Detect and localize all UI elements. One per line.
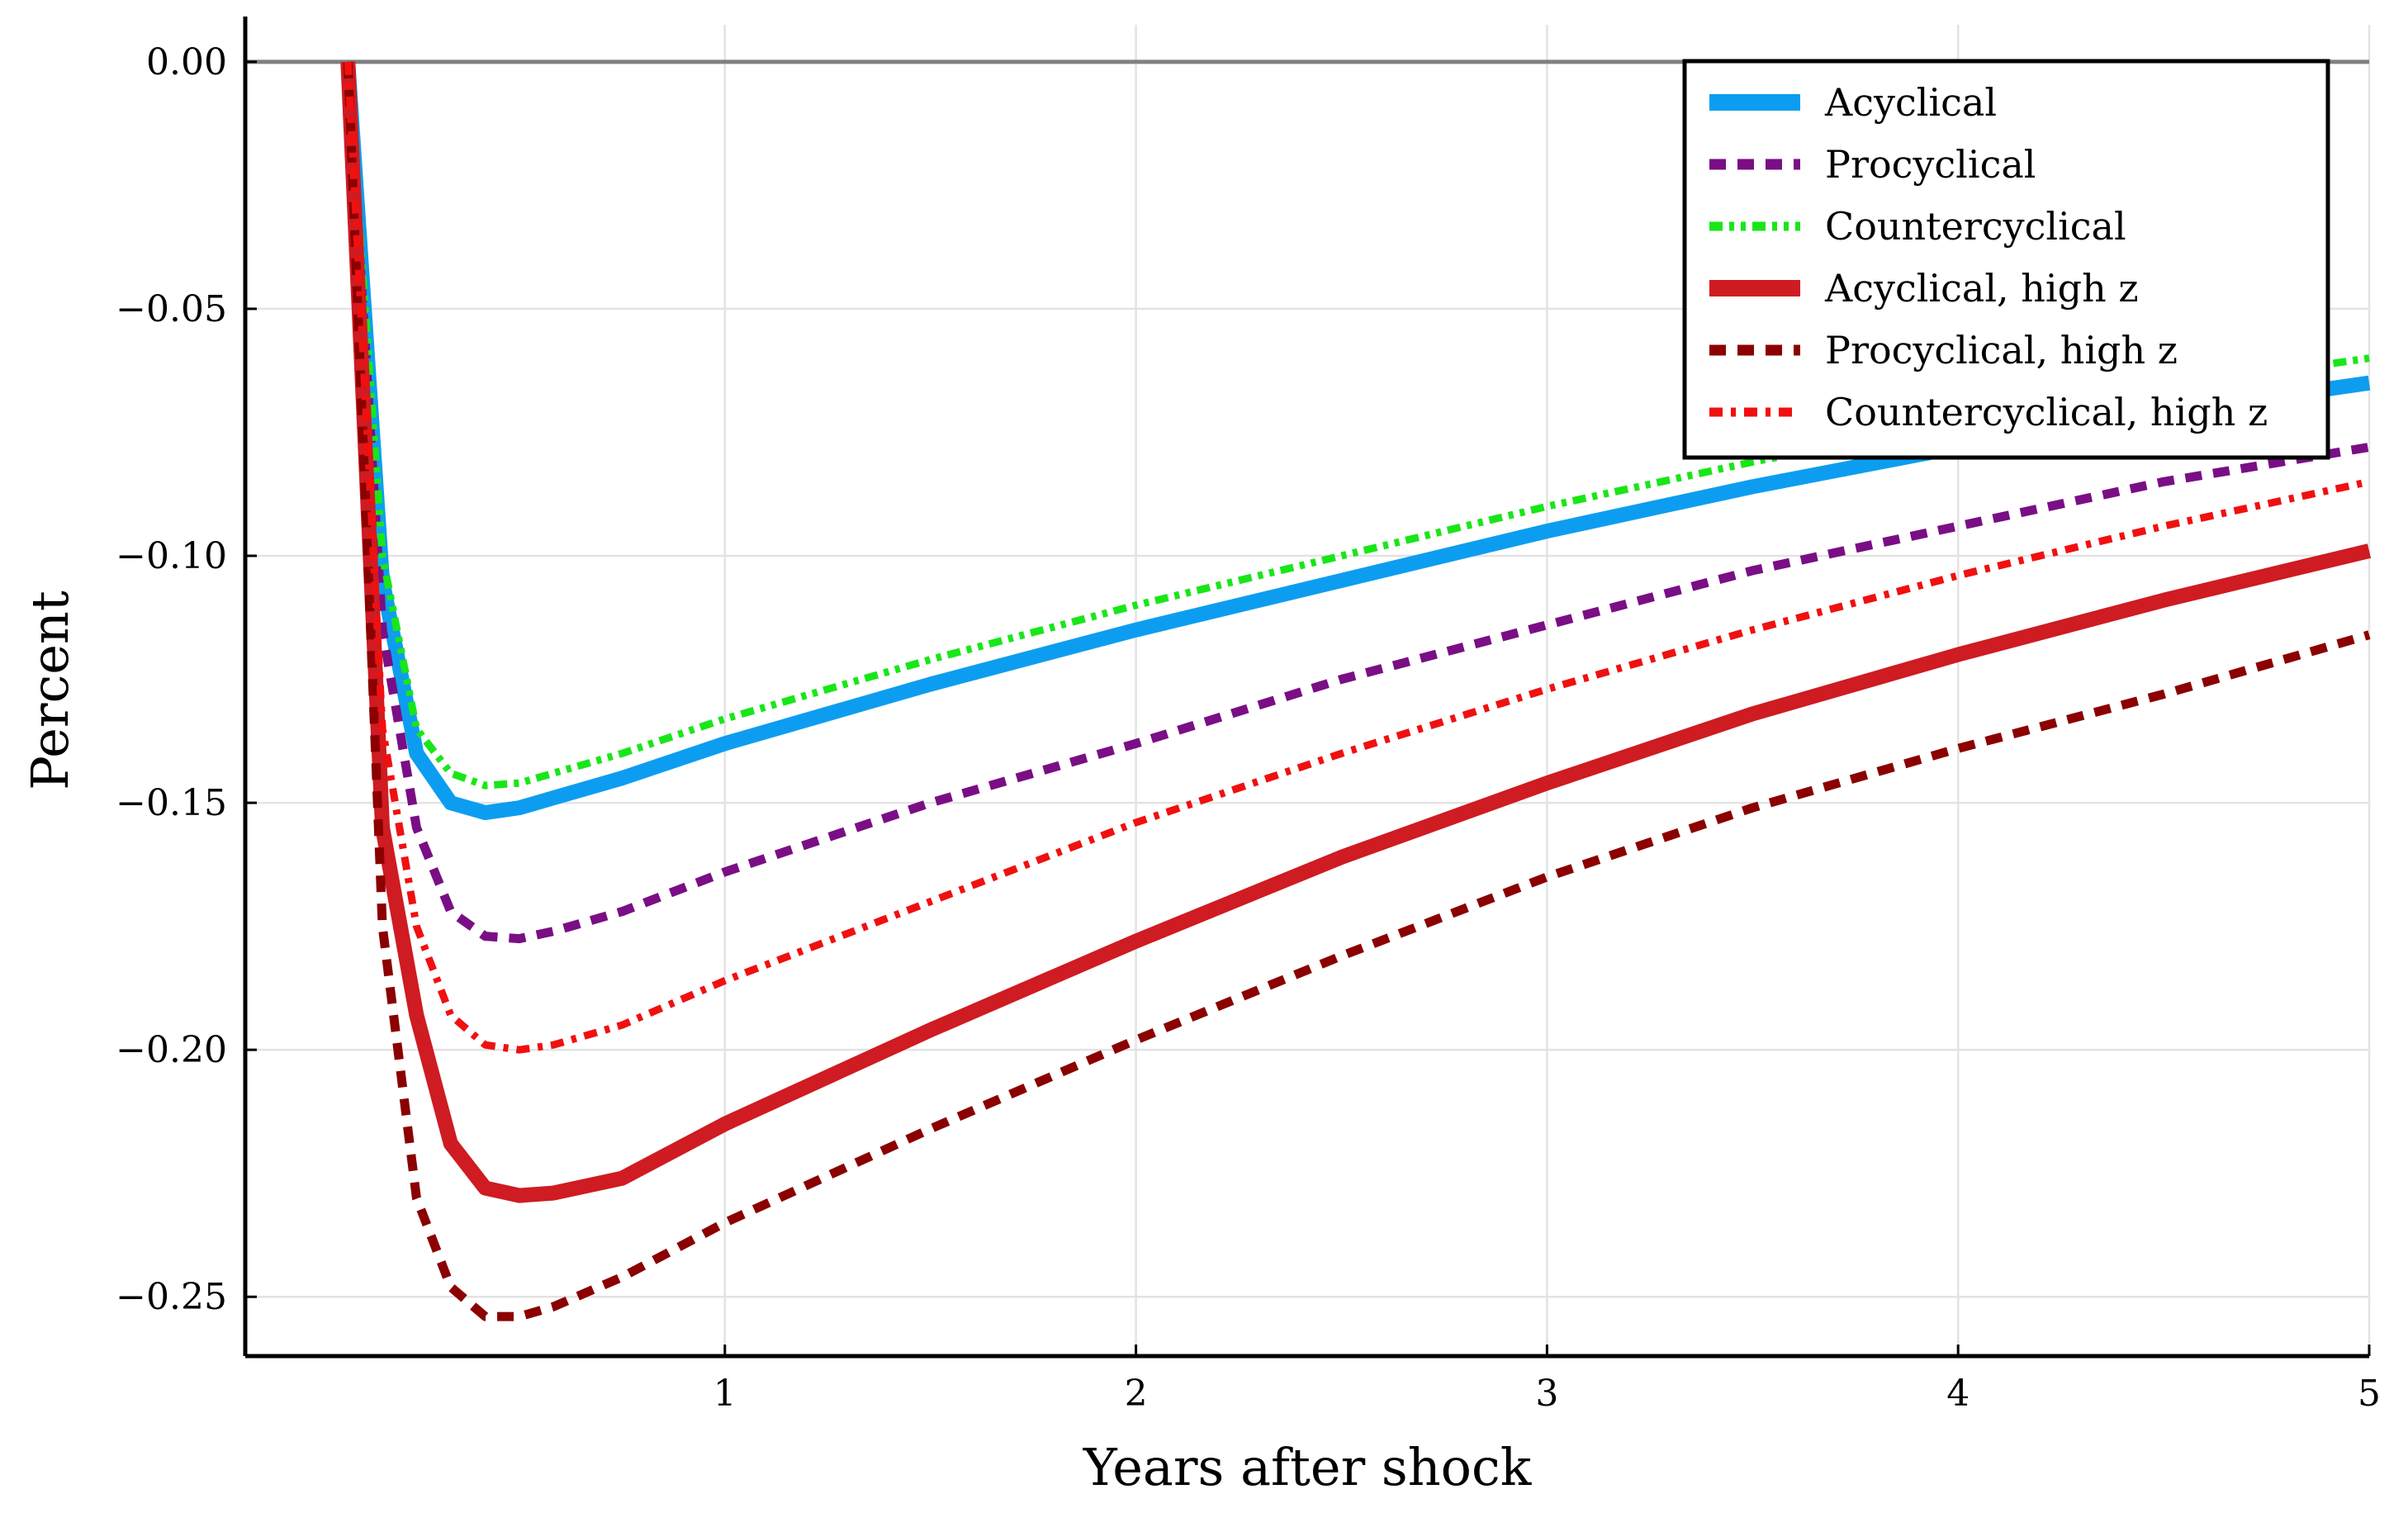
legend-label: Countercyclical, high z bbox=[1825, 390, 2268, 434]
series-line-1 bbox=[340, 61, 2371, 820]
axes bbox=[243, 17, 2371, 1359]
y-tick-label: −0.10 bbox=[116, 535, 227, 577]
legend-label: Countercyclical bbox=[1825, 204, 2126, 249]
x-axis-title: Years after shock bbox=[1083, 1437, 1532, 1497]
x-tick-label: 1 bbox=[713, 1373, 737, 1415]
x-tick-label: 3 bbox=[1535, 1373, 1558, 1415]
y-tick-label: −0.05 bbox=[116, 288, 227, 330]
legend-label: Acyclical, high z bbox=[1824, 266, 2139, 311]
y-tick-label: 0.00 bbox=[146, 41, 227, 83]
y-axis-title: Percent bbox=[20, 590, 80, 790]
grid bbox=[245, 25, 2371, 1356]
x-tick-label: 5 bbox=[2358, 1373, 2381, 1415]
tick-labels: 1 2 3 4 5 0.00 −0.05 −0.10 −0.15 −0.20 −0.25 bbox=[116, 41, 2381, 1415]
legend-label: Procyclical bbox=[1825, 142, 2036, 187]
x-tick-label: 2 bbox=[1125, 1373, 1148, 1415]
legend-label: Acyclical bbox=[1824, 80, 1997, 125]
legend-box bbox=[1682, 59, 2330, 460]
series-lines bbox=[340, 61, 2372, 1321]
series-line-4 bbox=[340, 61, 2372, 1203]
series-line-2 bbox=[343, 61, 2370, 944]
y-tick-label: −0.15 bbox=[116, 782, 227, 824]
legend-label: Procyclical, high z bbox=[1825, 328, 2178, 372]
x-tick-label: 4 bbox=[1946, 1373, 1970, 1415]
legend: Acyclical Procyclical Countercyclical Acycl… bbox=[1682, 59, 2330, 460]
series-line-3 bbox=[344, 61, 2370, 790]
y-tick-label: −0.20 bbox=[116, 1029, 227, 1071]
y-tick-label: −0.25 bbox=[116, 1276, 227, 1318]
series-line-6 bbox=[344, 61, 2370, 1054]
